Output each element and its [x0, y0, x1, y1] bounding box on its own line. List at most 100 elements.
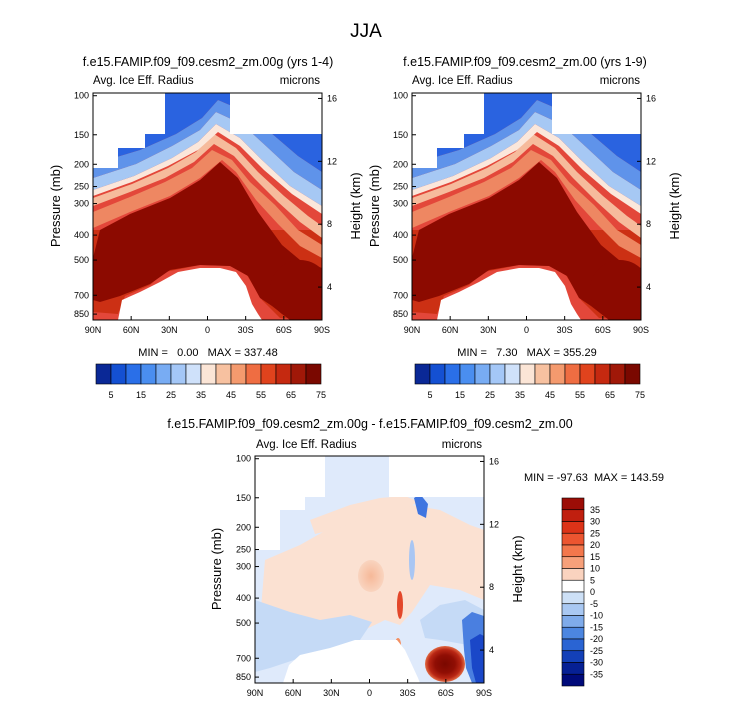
y-tick-label: 150 [236, 493, 251, 503]
y-tick-label: 500 [393, 255, 408, 265]
colorbar-label: -5 [590, 599, 598, 609]
colorbar-swatch [140, 363, 157, 385]
x-tick-label: 30S [238, 325, 254, 335]
panel-subtitle-right: microns [442, 439, 483, 451]
y-tick-label: 700 [74, 290, 89, 300]
colorbar-label: 5 [108, 390, 113, 400]
y2-tick-label: 16 [646, 93, 656, 103]
colorbar-label: 35 [590, 505, 600, 515]
band-peach [93, 134, 322, 238]
colorbar-swatch [459, 363, 476, 385]
colorbar-swatch [561, 497, 585, 511]
x-tick-label: 90S [633, 325, 649, 335]
panel-title: f.e15.FAMIP.f09_f09.cesm2_zm.00g (yrs 1-… [83, 55, 334, 69]
y-tick-label: 300 [393, 199, 408, 209]
x-tick-label: 0 [205, 325, 210, 335]
x-tick-label: 60N [123, 325, 140, 335]
x-tick-label: 30N [161, 325, 178, 335]
panel-subtitle-right: microns [600, 75, 641, 87]
x-tick-label: 90N [404, 325, 421, 335]
deep-ice-patch [590, 260, 641, 320]
x-tick-label: 60N [442, 325, 459, 335]
plot-field [255, 456, 484, 683]
y-tick-label: 100 [393, 91, 408, 101]
y-tick-label: 850 [236, 672, 251, 682]
colorbar-swatch [561, 591, 585, 605]
colorbar-swatch [561, 638, 585, 652]
colorbar-swatch [564, 363, 581, 385]
band-peach [412, 134, 641, 238]
colorbar-label: 10 [590, 564, 600, 574]
colorbar-swatch [110, 363, 127, 385]
colorbar-swatch [561, 532, 585, 546]
y-tick-label: 850 [74, 309, 89, 319]
colorbar-swatch [155, 363, 172, 385]
y-tick-label: 700 [393, 290, 408, 300]
y-tick-label: 400 [236, 593, 251, 603]
y2-tick-label: 8 [646, 219, 651, 229]
colorbar-swatch [444, 363, 461, 385]
colorbar-swatch [245, 363, 262, 385]
y2-axis-label: Height (km) [667, 172, 682, 239]
colorbar-swatch [549, 363, 566, 385]
upper-blue-mid [412, 100, 641, 190]
stats-text: MIN = -97.63 MAX = 143.59 [524, 472, 664, 484]
colorbar-label: 35 [515, 390, 525, 400]
y-tick-label: 400 [74, 230, 89, 240]
diff-dark-red-blob [425, 646, 465, 682]
y-tick-label: 100 [74, 91, 89, 101]
missing-top-right [230, 93, 322, 134]
panel-subtitle-left: Avg. Ice Eff. Radius [412, 75, 513, 87]
panel-subtitle-right: microns [280, 75, 321, 87]
y2-tick-label: 4 [327, 282, 332, 292]
y-tick-label: 500 [236, 618, 251, 628]
colorbar-label: -20 [590, 634, 603, 644]
diff-blue-streak [409, 540, 415, 580]
x-tick-label: 90N [85, 325, 102, 335]
colorbar-label: -15 [590, 622, 603, 632]
colorbar-label: 25 [166, 390, 176, 400]
colorbar-label: 15 [455, 390, 465, 400]
diff-red-streak [397, 591, 403, 619]
colorbar-swatch [561, 673, 585, 687]
diff-blue-verydark [470, 634, 484, 683]
colorbar-label: 5 [427, 390, 432, 400]
missing-top-left [255, 456, 325, 550]
x-tick-label: 90S [314, 325, 330, 335]
colorbar-label: -25 [590, 646, 603, 656]
colorbar-label: 25 [485, 390, 495, 400]
colorbar-label: 45 [545, 390, 555, 400]
axis-ticks: 90N 60N 30N 0 30S 60S 90S 100 150 200 250 300 400 500… [393, 91, 656, 335]
y-tick-label: 200 [236, 522, 251, 532]
colorbar-label: 15 [590, 552, 600, 562]
colorbar-swatch [290, 363, 307, 385]
upper-blue-light [93, 112, 322, 206]
colorbar-swatch [561, 509, 585, 522]
y-tick-label: 700 [236, 653, 251, 663]
x-tick-label: 30N [480, 325, 497, 335]
colorbar-swatch [579, 363, 596, 385]
colorbar-swatch [561, 650, 585, 663]
x-tick-label: 0 [524, 325, 529, 335]
axis-ticks: 90N 60N 30N 0 30S 60S 90S 100 150 200 250 300 400 500… [236, 454, 499, 698]
y-tick-label: 250 [236, 545, 251, 555]
y-axis-label: Pressure (mb) [209, 528, 224, 610]
panel-top-left: f.e15.FAMIP.f09_f09.cesm2_zm.00g (yrs 1-… [48, 55, 363, 400]
x-tick-label: 60S [276, 325, 292, 335]
colorbar-swatch [609, 363, 626, 385]
colorbar-swatch [125, 363, 142, 385]
missing-top-left [412, 93, 484, 168]
colorbar-label: -30 [590, 658, 603, 668]
colorbar-swatch [561, 615, 585, 628]
colorbar-label: -10 [590, 611, 603, 621]
colorbar-swatch [519, 363, 536, 385]
missing-top-right [552, 93, 641, 134]
y2-axis-label: Height (km) [510, 535, 525, 602]
colorbar-swatch [561, 544, 585, 558]
y-tick-label: 850 [393, 309, 408, 319]
colorbar-label: 65 [286, 390, 296, 400]
colorbar-label: 35 [196, 390, 206, 400]
colorbar-swatch [275, 363, 292, 385]
colorbar-swatch [414, 363, 431, 385]
